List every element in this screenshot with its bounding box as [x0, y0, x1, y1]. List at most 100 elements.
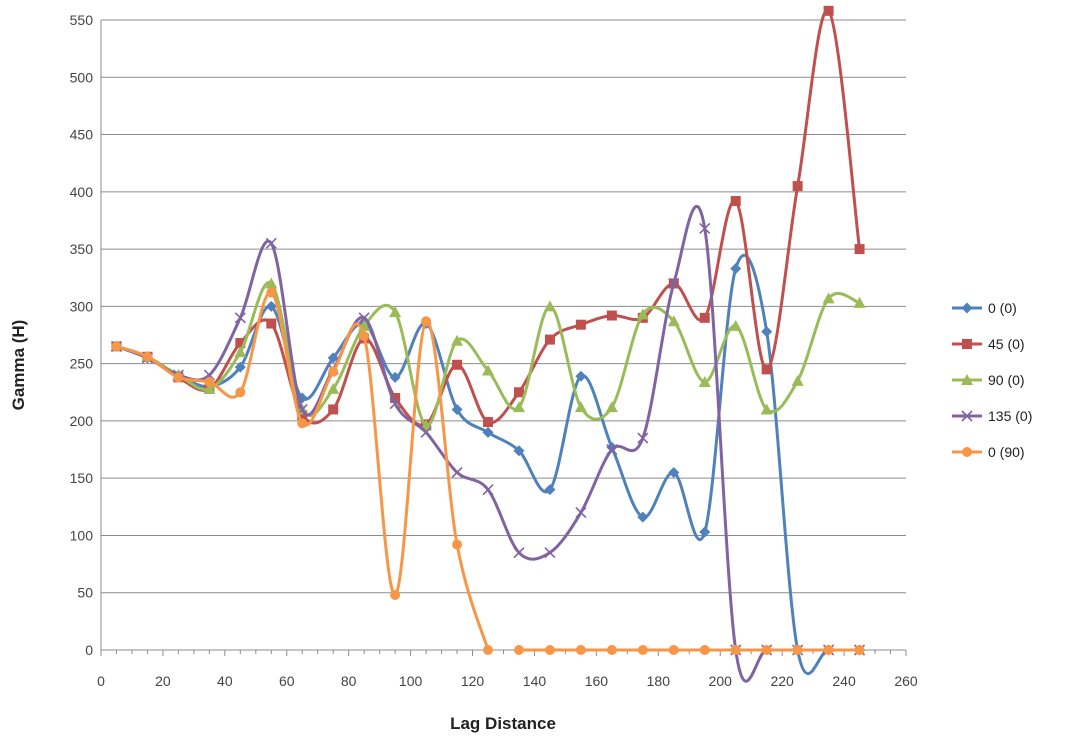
y-tick-label: 350: [70, 241, 94, 257]
data-point: [853, 296, 866, 308]
data-point: [606, 443, 618, 456]
legend-item: 0 (0): [952, 300, 1017, 316]
data-point: [359, 331, 370, 342]
data-point: [699, 526, 711, 538]
data-point: [854, 645, 865, 655]
data-point: [389, 306, 402, 318]
x-tick-label: 220: [770, 673, 794, 689]
legend-item: 135 (0): [952, 408, 1032, 424]
series-line: [114, 205, 862, 683]
data-point: [605, 401, 618, 413]
data-point: [823, 5, 834, 16]
data-point: [513, 445, 525, 457]
data-point: [574, 401, 587, 413]
data-point: [606, 441, 618, 453]
data-point: [234, 346, 247, 358]
data-point: [513, 547, 525, 559]
data-point: [543, 300, 556, 312]
data-point: [328, 366, 339, 377]
series-layer: [110, 5, 866, 683]
series-line: [114, 253, 862, 675]
y-tick-label: 500: [70, 69, 94, 85]
x-tick-label: 60: [279, 673, 295, 689]
legend-marker: [961, 374, 973, 385]
series-line: [114, 281, 862, 428]
legend-label: 0 (90): [988, 444, 1025, 460]
data-point: [235, 338, 246, 349]
legend-label: 90 (0): [988, 372, 1025, 388]
x-tick-label: 180: [647, 673, 671, 689]
legend-marker: [962, 339, 972, 349]
data-point: [512, 401, 525, 413]
data-point: [792, 645, 803, 655]
data-point: [730, 195, 741, 206]
legend-item: 45 (0): [952, 336, 1025, 352]
legend-marker: [961, 302, 973, 314]
data-point: [483, 645, 494, 655]
data-point: [668, 466, 680, 478]
y-tick-label: 0: [85, 642, 93, 658]
x-tick-label: 160: [585, 673, 609, 689]
x-tick-label: 260: [894, 673, 918, 689]
data-point: [420, 426, 432, 438]
legend-label: 45 (0): [988, 336, 1025, 352]
data-point: [729, 319, 742, 331]
data-point: [854, 244, 865, 255]
data-point: [265, 300, 277, 312]
legend: 0 (0) 45 (0) 90 (0) 135 (0) 0 (90): [952, 300, 1032, 460]
data-point: [328, 404, 339, 415]
data-point: [265, 237, 277, 249]
grid-lines: [101, 19, 906, 594]
data-point: [265, 277, 278, 289]
data-point: [699, 312, 710, 323]
data-point: [544, 547, 556, 559]
data-point: [791, 374, 804, 386]
y-tick-label: 400: [70, 184, 94, 200]
x-axis-title: Lag Distance: [450, 714, 556, 733]
data-point: [451, 466, 463, 479]
data-point: [544, 484, 556, 496]
data-point: [297, 418, 308, 429]
data-point: [111, 341, 122, 352]
y-tick-label: 450: [70, 127, 94, 143]
data-point: [452, 539, 463, 550]
data-point: [358, 312, 370, 324]
data-point: [637, 645, 648, 655]
data-point: [822, 292, 835, 304]
x-tick-label: 140: [523, 673, 547, 689]
data-point: [327, 352, 339, 364]
data-point: [203, 382, 216, 394]
series-line: [114, 8, 862, 427]
series-4: [111, 287, 865, 655]
y-tick-label: 50: [77, 585, 93, 601]
x-tick-label: 120: [461, 673, 485, 689]
data-point: [451, 334, 464, 346]
data-point: [390, 393, 401, 403]
data-point: [390, 590, 401, 601]
data-point: [513, 645, 524, 655]
legend-label: 0 (0): [988, 300, 1017, 316]
y-tick-label: 200: [70, 413, 94, 429]
legend-marker: [962, 447, 972, 457]
data-point: [204, 376, 215, 387]
data-point: [235, 387, 246, 398]
data-point: [513, 387, 524, 398]
data-point: [234, 361, 246, 373]
data-point: [575, 506, 587, 519]
series-2: [110, 277, 866, 431]
y-tick-label: 150: [70, 470, 94, 486]
data-point: [636, 308, 649, 320]
x-tick-label: 40: [217, 673, 233, 689]
data-point: [421, 316, 432, 327]
data-point: [483, 417, 494, 428]
data-point: [606, 645, 617, 655]
data-point: [606, 310, 617, 321]
legend-marker: [961, 410, 973, 422]
x-tick-label: 20: [155, 673, 171, 689]
data-point: [792, 181, 803, 192]
data-point: [451, 403, 463, 415]
data-point: [452, 359, 463, 370]
data-point: [668, 277, 680, 290]
legend-item: 90 (0): [952, 372, 1025, 388]
